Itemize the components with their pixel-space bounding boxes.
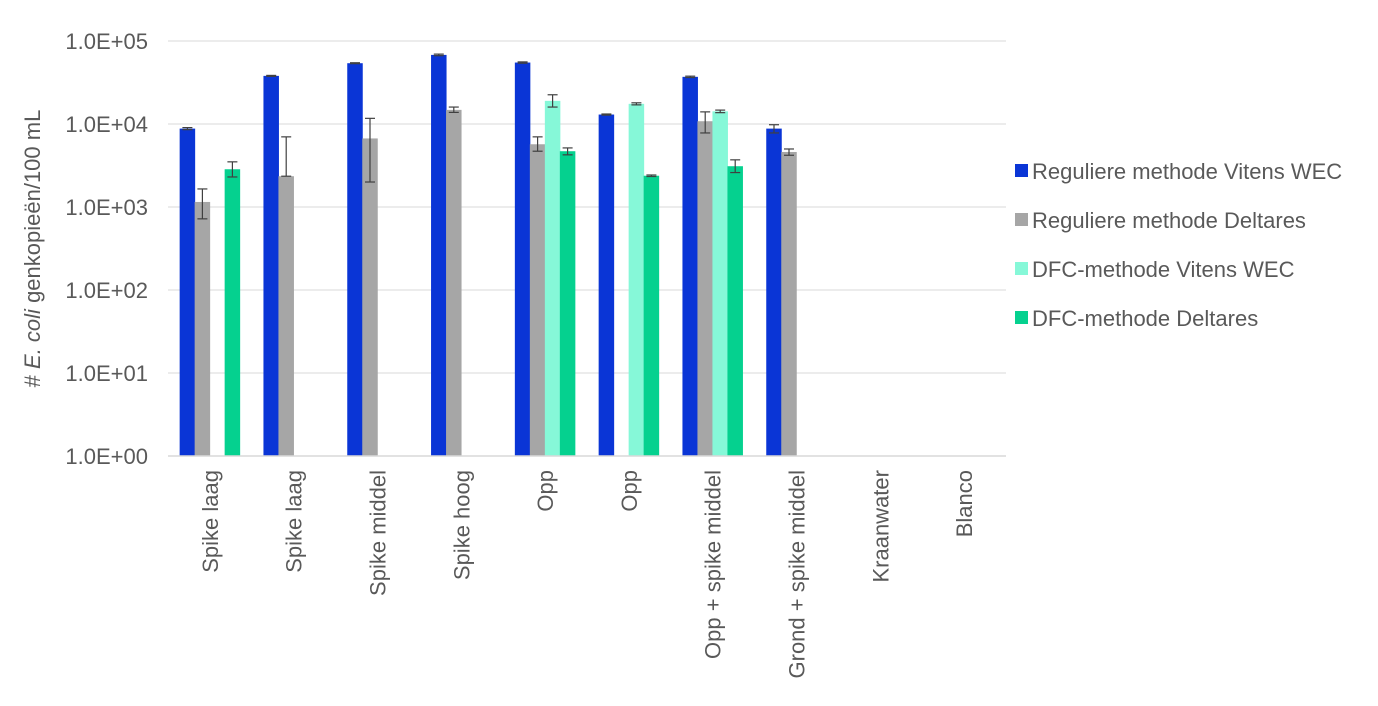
error-bar [182, 126, 193, 131]
error-bar [532, 136, 543, 152]
bar [263, 75, 279, 456]
bar [712, 111, 728, 456]
bar [682, 76, 698, 456]
error-bar [730, 159, 741, 174]
y-tick-label: 1.0E+05 [65, 29, 148, 54]
legend-item: Reguliere methode Deltares [1015, 208, 1306, 233]
legend-item: Reguliere methode Vitens WEC [1015, 159, 1342, 184]
error-bar [197, 188, 208, 220]
x-category-label: Opp [617, 470, 642, 512]
bar [514, 62, 531, 456]
y-axis-ticks: 1.0E+00 1.0E+01 1.0E+02 1.0E+03 1.0E+04 1.0E+… [65, 29, 148, 469]
legend-label: Reguliere methode Vitens WEC [1032, 159, 1342, 184]
error-bar [715, 109, 726, 114]
legend: Reguliere methode Vitens WEC Reguliere me… [1015, 159, 1342, 331]
bars [179, 54, 797, 457]
error-bar [227, 161, 238, 178]
bar [179, 128, 196, 456]
y-tick-label: 1.0E+01 [65, 361, 148, 386]
bar [362, 138, 378, 456]
y-tick-label: 1.0E+02 [65, 278, 148, 303]
error-bar [601, 113, 612, 116]
x-category-label: Spike laag [198, 470, 223, 573]
y-axis-title: # E. coli genkopieën/100 mL [20, 110, 45, 388]
error-bar [281, 136, 292, 177]
x-category-label: Spike hoog [449, 470, 474, 580]
error-bar [350, 62, 360, 65]
bar [431, 54, 447, 456]
bar [727, 166, 743, 456]
error-bar [784, 148, 794, 156]
bar [224, 169, 241, 457]
bar [347, 63, 363, 457]
error-bar [266, 74, 277, 77]
gridlines [168, 40, 1006, 374]
bar [766, 128, 782, 456]
bar [781, 151, 797, 457]
y-tick-label: 1.0E+04 [65, 112, 148, 137]
x-category-label: Kraanwater [868, 470, 893, 583]
y-tick-label: 1.0E+00 [65, 444, 148, 469]
bar [529, 144, 546, 456]
bar [559, 151, 576, 456]
error-bar [448, 106, 459, 113]
bar [643, 175, 660, 456]
x-category-label: Grond + spike middel [785, 470, 810, 679]
legend-label: DFC-methode Vitens WEC [1032, 257, 1295, 282]
bar [446, 109, 462, 456]
y-axis-title-part: E. coli [20, 308, 45, 369]
legend-item: DFC-methode Deltares [1015, 306, 1258, 331]
bar [544, 100, 561, 456]
legend-swatch [1015, 262, 1028, 275]
legend-swatch [1015, 311, 1028, 324]
bar [628, 103, 645, 456]
legend-swatch [1015, 164, 1028, 177]
x-category-label: Opp + spike middel [701, 470, 726, 659]
y-axis-title-part: genkopieën/100 mL [20, 110, 45, 309]
error-bar [700, 111, 711, 134]
error-bar [646, 174, 657, 178]
x-category-label: Opp [533, 470, 558, 512]
error-bar [685, 75, 696, 79]
y-axis-title-part: # [20, 369, 45, 387]
x-axis-category-labels: Spike laag Spike laag Spike middel Spike ho… [198, 470, 977, 679]
error-bar [547, 94, 558, 108]
error-bars [182, 53, 794, 220]
bar [194, 201, 211, 456]
legend-label: Reguliere methode Deltares [1032, 208, 1306, 233]
bar [697, 121, 713, 456]
legend-label: DFC-methode Deltares [1032, 306, 1258, 331]
error-bar [769, 124, 779, 134]
y-tick-label: 1.0E+03 [65, 195, 148, 220]
legend-swatch [1015, 213, 1028, 226]
error-bar [433, 53, 444, 57]
legend-item: DFC-methode Vitens WEC [1015, 257, 1295, 282]
error-bar [562, 147, 573, 156]
x-category-label: Blanco [952, 470, 977, 537]
error-bar [631, 102, 642, 106]
bar [278, 176, 294, 457]
x-category-label: Spike laag [282, 470, 307, 573]
error-bar [517, 61, 528, 64]
bar [598, 114, 615, 457]
x-category-label: Spike middel [366, 470, 391, 596]
error-bar [365, 117, 375, 183]
